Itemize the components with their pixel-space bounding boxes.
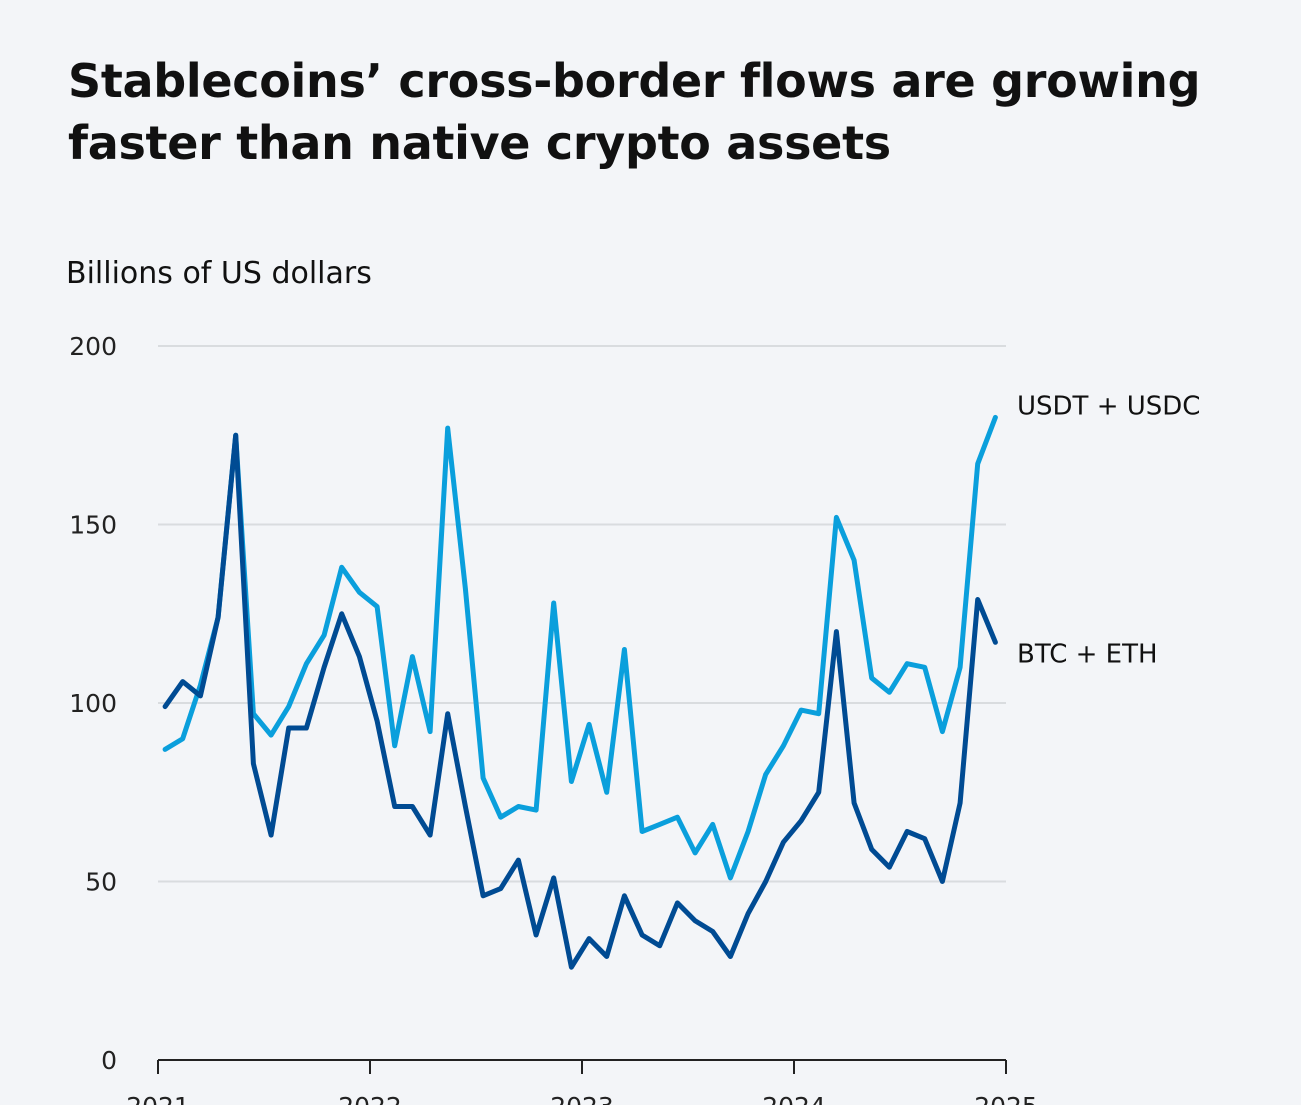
x-tick-label: 2021 <box>126 1092 190 1105</box>
y-tick-label: 0 <box>101 1046 117 1075</box>
y-tick-label: 150 <box>69 511 117 540</box>
series-line-btc-eth <box>162 432 998 970</box>
x-tick-label: 2025 <box>974 1092 1038 1105</box>
series-line-usdt-usdc <box>162 414 998 881</box>
y-tick-label: 100 <box>69 689 117 718</box>
x-tick-label: 2023 <box>550 1092 614 1105</box>
x-tick-label: 2024 <box>762 1092 826 1105</box>
series-label: BTC + ETH <box>1017 639 1158 669</box>
x-tick-label: 2022 <box>338 1092 402 1105</box>
y-axis-label: Billions of US dollars <box>66 256 372 291</box>
y-tick-label: 50 <box>85 868 117 897</box>
series-label: USDT + USDC <box>1017 391 1200 421</box>
chart-title: Stablecoins’ cross-border flows are grow… <box>68 54 1201 170</box>
y-tick-label: 200 <box>69 332 117 361</box>
